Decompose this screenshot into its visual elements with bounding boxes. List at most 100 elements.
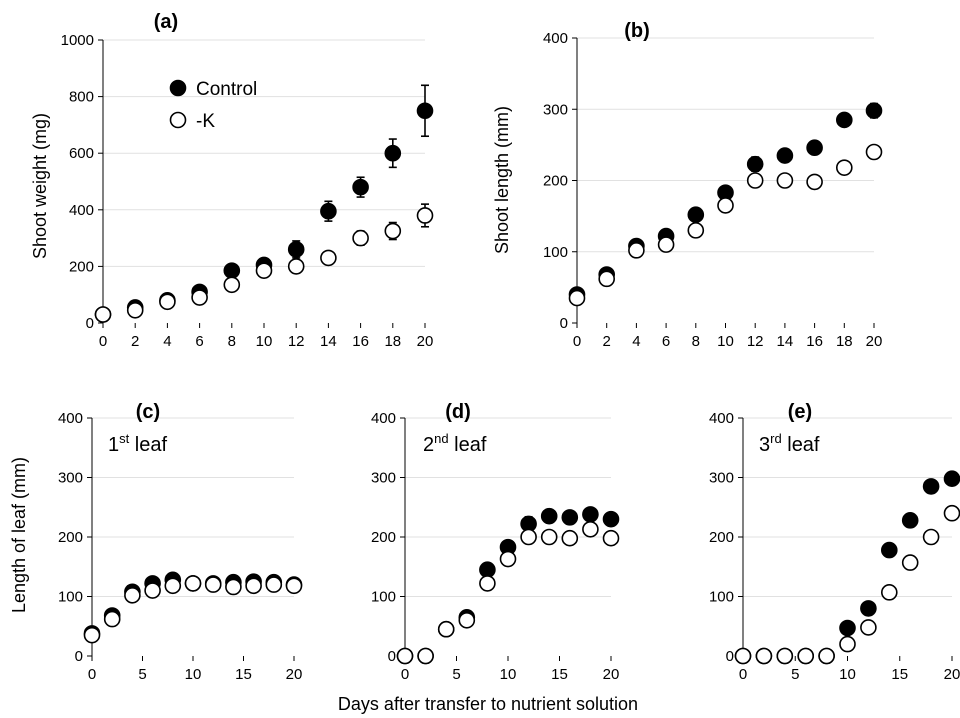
data-point bbox=[352, 178, 369, 196]
panel-d: 0 100 200 300 400 0 5 10 15 20 (d) 2nd leaf bbox=[371, 401, 619, 683]
data-point bbox=[598, 270, 616, 288]
data-point bbox=[865, 143, 883, 161]
data-point bbox=[164, 577, 182, 595]
data-point bbox=[806, 139, 823, 157]
data-point bbox=[755, 647, 773, 665]
x-tick-label: 15 bbox=[551, 666, 568, 683]
data-point bbox=[416, 102, 434, 120]
data-point bbox=[880, 584, 898, 601]
data-point bbox=[265, 576, 283, 593]
data-point bbox=[943, 504, 960, 522]
series-minus-k bbox=[83, 575, 303, 644]
data-point bbox=[225, 578, 242, 596]
y-tick-label: 400 bbox=[543, 30, 568, 47]
data-point bbox=[776, 147, 794, 164]
data-point bbox=[320, 249, 337, 267]
leaf-number: 3 bbox=[759, 434, 770, 456]
data-point bbox=[922, 528, 940, 546]
x-tick-label: 2 bbox=[603, 333, 611, 350]
data-point bbox=[245, 577, 262, 595]
x-tick-label: 4 bbox=[163, 333, 171, 350]
x-tick-label: 15 bbox=[235, 666, 252, 683]
y-tick-label: 0 bbox=[388, 648, 396, 665]
x-tick-label: 14 bbox=[777, 333, 794, 350]
legend: Control -K bbox=[169, 79, 257, 132]
x-tick-label: 16 bbox=[806, 333, 823, 350]
data-point bbox=[835, 159, 853, 176]
data-point bbox=[717, 197, 734, 214]
x-tick-label: 8 bbox=[228, 333, 236, 350]
y-tick-label: 100 bbox=[709, 589, 734, 606]
y-tick-label: 0 bbox=[560, 315, 568, 332]
y-tick-label: 200 bbox=[69, 258, 94, 275]
x-tick-label: 12 bbox=[747, 333, 764, 350]
panel-c: 0 100 200 300 400 0 5 10 15 20 (c) 1st leaf Length o… bbox=[9, 401, 302, 683]
data-point bbox=[191, 289, 208, 306]
y-tick-label: 0 bbox=[75, 648, 83, 665]
x-tick-label: 2 bbox=[131, 333, 139, 350]
x-tick-label: 0 bbox=[739, 666, 747, 683]
data-point bbox=[479, 561, 496, 579]
series-minus-k bbox=[396, 520, 620, 665]
series-minus-k bbox=[568, 143, 883, 307]
x-tick-label: 10 bbox=[500, 666, 517, 683]
x-tick-label: 0 bbox=[99, 333, 107, 350]
data-point bbox=[818, 647, 835, 665]
data-point bbox=[204, 576, 222, 593]
data-point bbox=[144, 582, 161, 599]
data-point bbox=[320, 202, 337, 220]
y-tick-label: 100 bbox=[543, 244, 568, 261]
x-tick-label: 0 bbox=[88, 666, 96, 683]
figure-x-axis-label: Days after transfer to nutrient solution bbox=[338, 694, 638, 714]
x-tick-label: 0 bbox=[573, 333, 581, 350]
data-point bbox=[839, 619, 856, 637]
series-control bbox=[734, 470, 960, 665]
data-point bbox=[223, 262, 241, 279]
data-point bbox=[797, 647, 815, 665]
data-point bbox=[687, 222, 705, 239]
data-point bbox=[860, 619, 877, 636]
data-point bbox=[396, 647, 414, 665]
data-point bbox=[943, 470, 960, 487]
x-tick-label: 20 bbox=[417, 333, 434, 350]
y-tick-label: 600 bbox=[69, 145, 94, 162]
data-point bbox=[835, 111, 853, 129]
panel-title: (e) bbox=[788, 401, 812, 423]
data-point bbox=[223, 276, 241, 294]
data-point bbox=[901, 512, 919, 529]
x-tick-label: 18 bbox=[384, 333, 401, 350]
data-point bbox=[417, 647, 434, 665]
panel-title: (a) bbox=[154, 11, 178, 33]
leaf-ordinal-suffix: st bbox=[119, 431, 130, 446]
x-tick-label: 20 bbox=[944, 666, 960, 683]
data-point bbox=[776, 172, 794, 189]
x-tick-label: 12 bbox=[288, 333, 305, 350]
y-axis-label: Shoot length (mm) bbox=[492, 106, 512, 254]
y-tick-label: 400 bbox=[69, 202, 94, 219]
x-tick-label: 15 bbox=[891, 666, 908, 683]
x-tick-label: 20 bbox=[286, 666, 303, 683]
data-point bbox=[839, 635, 856, 653]
y-tick-label: 100 bbox=[371, 589, 396, 606]
x-tick-label: 6 bbox=[195, 333, 203, 350]
leaf-ordinal-suffix: rd bbox=[770, 431, 782, 446]
leaf-word: leaf bbox=[449, 434, 487, 456]
data-point bbox=[657, 236, 675, 253]
y-tick-label: 400 bbox=[58, 410, 83, 427]
y-tick-label: 300 bbox=[371, 470, 396, 487]
x-tick-label: 14 bbox=[320, 333, 337, 350]
x-tick-label: 10 bbox=[256, 333, 273, 350]
data-point bbox=[126, 301, 144, 319]
y-axis-label: Shoot weight (mg) bbox=[30, 113, 50, 259]
data-point bbox=[184, 575, 202, 592]
x-tick-label: 5 bbox=[791, 666, 799, 683]
data-point bbox=[602, 510, 620, 528]
data-point bbox=[561, 509, 579, 526]
x-tick-label: 5 bbox=[138, 666, 146, 683]
data-point bbox=[94, 306, 112, 323]
data-point bbox=[437, 620, 455, 638]
panel-a: 0 200 400 600 800 1000 0 2 4 6 8 10 12 14 16 18 20 (a) Sho… bbox=[30, 11, 433, 350]
x-tick-label: 4 bbox=[632, 333, 640, 350]
data-point bbox=[83, 626, 101, 644]
